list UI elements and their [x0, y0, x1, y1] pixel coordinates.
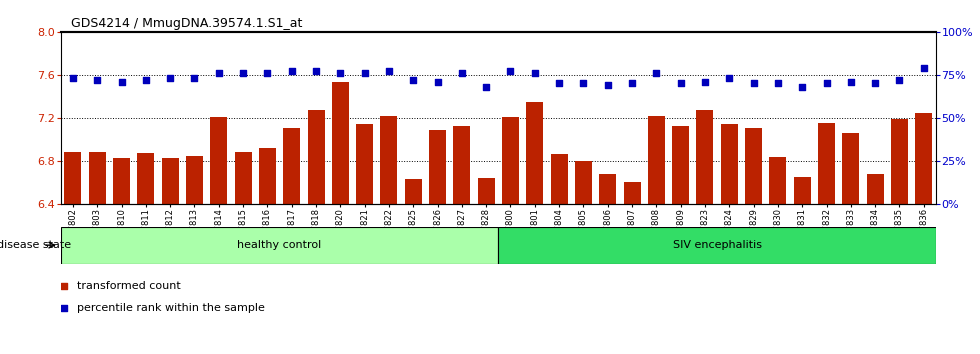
Bar [498, 227, 936, 264]
Bar [720, 124, 738, 204]
Bar [599, 173, 616, 204]
Bar [477, 178, 495, 204]
Point [795, 84, 810, 90]
Point [478, 84, 494, 90]
Point [600, 82, 615, 88]
Bar [89, 152, 106, 204]
Point [260, 70, 275, 76]
Bar [65, 152, 81, 204]
Bar [234, 152, 252, 204]
Point [381, 69, 397, 74]
Point [818, 81, 834, 86]
Point [575, 81, 591, 86]
Point [867, 81, 883, 86]
Point [916, 65, 932, 71]
Point [406, 77, 421, 83]
Bar [818, 123, 835, 204]
Text: percentile rank within the sample: percentile rank within the sample [76, 303, 265, 313]
Point [770, 81, 786, 86]
Text: disease state: disease state [0, 240, 72, 250]
Bar [575, 161, 592, 204]
Point [284, 69, 300, 74]
Bar [915, 113, 932, 204]
Point [843, 79, 858, 85]
Bar [745, 129, 762, 204]
Point [697, 79, 712, 85]
Point [552, 81, 567, 86]
Point [721, 75, 737, 81]
Point [235, 70, 251, 76]
Bar [672, 126, 689, 204]
Point [649, 70, 664, 76]
Bar [308, 110, 324, 204]
Text: transformed count: transformed count [76, 281, 180, 291]
Bar [551, 154, 567, 204]
Bar [429, 130, 446, 204]
Bar [211, 116, 227, 204]
Bar [61, 227, 498, 264]
Text: SIV encephalitis: SIV encephalitis [672, 240, 761, 250]
Bar [769, 158, 786, 204]
Bar [356, 124, 373, 204]
Text: GDS4214 / MmugDNA.39574.1.S1_at: GDS4214 / MmugDNA.39574.1.S1_at [71, 17, 302, 30]
Bar [648, 115, 664, 204]
Bar [137, 153, 155, 204]
Bar [283, 129, 300, 204]
Point [260, 169, 275, 174]
Bar [891, 119, 907, 204]
Point [186, 75, 202, 81]
Bar [842, 133, 859, 204]
Point [332, 70, 348, 76]
Point [892, 77, 907, 83]
Bar [526, 102, 543, 204]
Point [114, 79, 129, 85]
Point [503, 69, 518, 74]
Point [454, 70, 469, 76]
Point [211, 70, 226, 76]
Text: healthy control: healthy control [237, 240, 321, 250]
Point [163, 75, 178, 81]
Point [673, 81, 689, 86]
Bar [113, 159, 130, 204]
Point [138, 77, 154, 83]
Point [357, 70, 372, 76]
Bar [380, 115, 398, 204]
Bar [405, 179, 421, 204]
Bar [259, 148, 276, 204]
Point [89, 77, 105, 83]
Bar [502, 116, 519, 204]
Bar [697, 110, 713, 204]
Point [527, 70, 543, 76]
Point [624, 81, 640, 86]
Bar [162, 159, 178, 204]
Point [429, 79, 445, 85]
Bar [332, 82, 349, 204]
Point [65, 75, 80, 81]
Point [308, 69, 323, 74]
Point [746, 81, 761, 86]
Bar [623, 182, 641, 204]
Bar [866, 173, 884, 204]
Bar [186, 156, 203, 204]
Bar [454, 126, 470, 204]
Bar [794, 177, 810, 204]
